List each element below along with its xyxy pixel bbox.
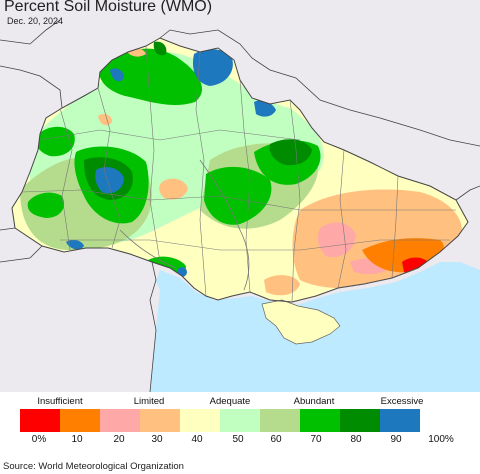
legend-swatch	[220, 409, 260, 432]
source-credit: Source: World Meteorological Organizatio…	[3, 461, 184, 472]
legend-swatch	[60, 409, 100, 432]
legend-swatch	[180, 409, 220, 432]
legend-category-excessive: Excessive	[380, 396, 424, 407]
legend-category-limited: Limited	[133, 396, 165, 407]
legend-swatch	[100, 409, 140, 432]
crimea-peninsula	[261, 299, 341, 345]
map-date: Dec. 20, 2024	[7, 16, 64, 26]
legend-swatch	[380, 409, 420, 432]
legend-swatch	[20, 409, 60, 432]
region-borders	[21, 45, 456, 303]
legend-tick: 0%	[31, 434, 47, 445]
legend-category-adequate: Adequate	[209, 396, 251, 407]
legend-tick: 60	[270, 434, 282, 445]
legend-tick: 70	[310, 434, 322, 445]
legend-tick: 40	[191, 434, 203, 445]
legend-tick: 80	[350, 434, 362, 445]
legend-tick: 20	[113, 434, 125, 445]
legend-swatch	[300, 409, 340, 432]
neighbour-borders	[0, 19, 480, 392]
moisture-fields	[20, 41, 462, 302]
legend-category-abundant: Abundant	[293, 396, 335, 407]
legend-tick: 90	[390, 434, 402, 445]
legend-tick: 30	[151, 434, 163, 445]
legend-swatch	[140, 409, 180, 432]
legend-tick: 100%	[428, 434, 454, 445]
legend-tick: 10	[71, 434, 83, 445]
map-title: Percent Soil Moisture (WMO)	[4, 0, 213, 15]
legend-category-insufficient: Insufficient	[37, 396, 83, 407]
legend-tick: 50	[232, 434, 244, 445]
legend-swatch	[260, 409, 300, 432]
rivers	[119, 159, 250, 291]
legend-color-bar	[20, 409, 420, 432]
legend-swatch	[340, 409, 380, 432]
soil-moisture-map	[0, 0, 480, 392]
